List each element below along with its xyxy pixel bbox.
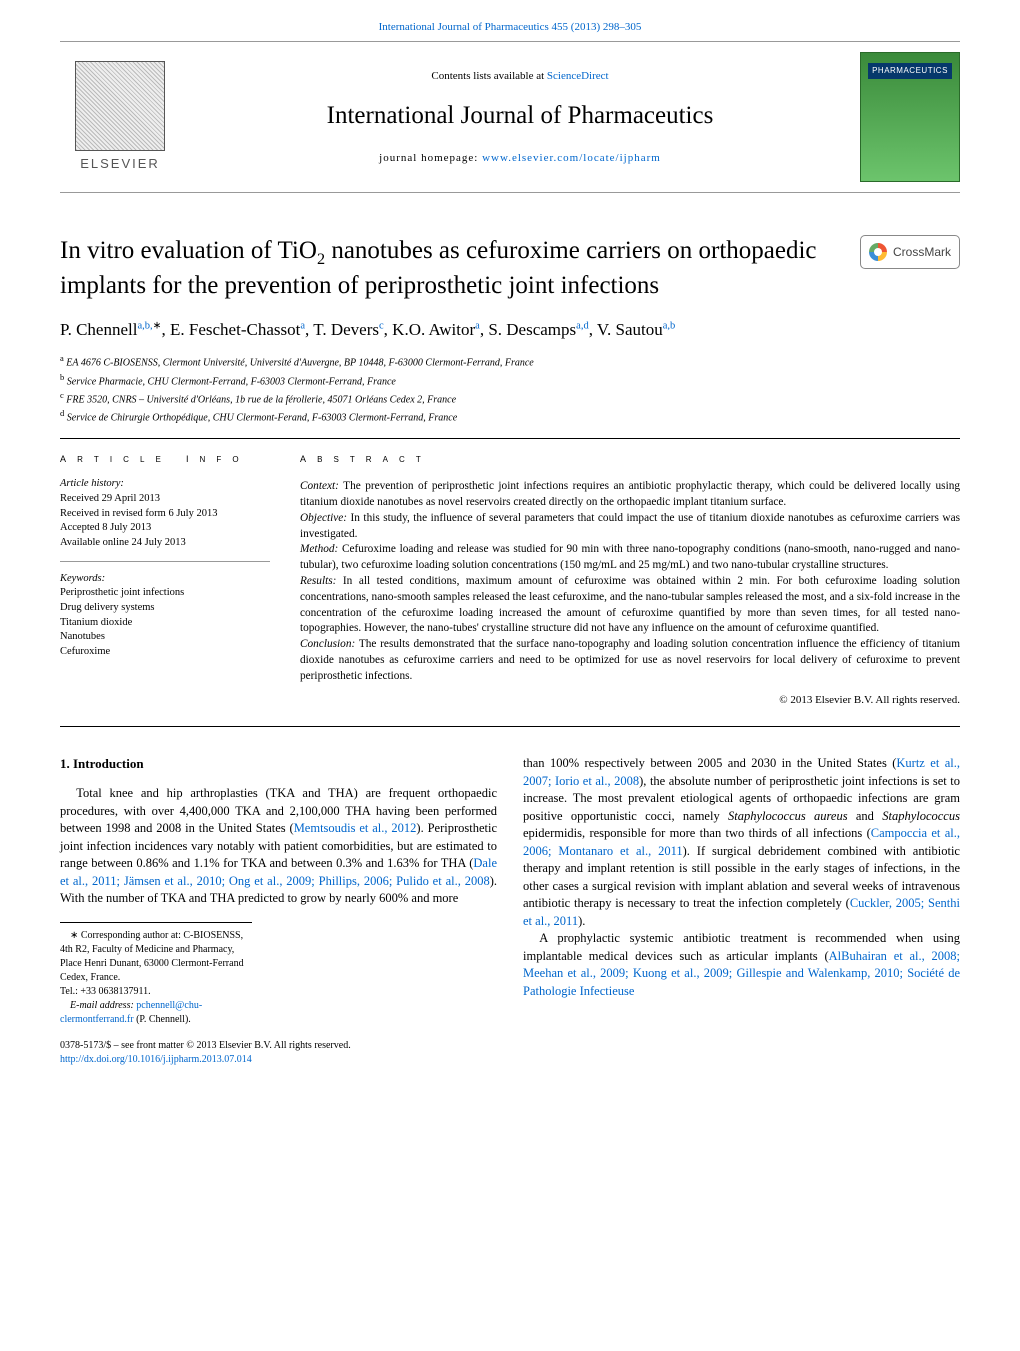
title-row: In vitro evaluation of TiO2 nanotubes as…	[60, 235, 960, 301]
title-sub: 2	[317, 250, 325, 268]
species-name: Staphylococcus aureus	[728, 809, 848, 823]
keyword: Cefuroxime	[60, 645, 270, 660]
intro-heading: 1. Introduction	[60, 755, 497, 773]
journal-ref-link[interactable]: International Journal of Pharmaceutics 4…	[379, 21, 642, 33]
keyword: Periprosthetic joint infections	[60, 586, 270, 601]
affiliation: d Service de Chirurgie Orthopédique, CHU…	[60, 407, 960, 425]
body-paragraph: Total knee and hip arthroplasties (TKA a…	[60, 785, 497, 908]
email-post: (P. Chennell).	[134, 1014, 191, 1025]
sciencedirect-link[interactable]: ScienceDirect	[547, 70, 609, 82]
abstract-section: Objective: In this study, the influence …	[300, 511, 960, 543]
corresponding-author: ∗ Corresponding author at: C-BIOSENSS, 4…	[60, 929, 252, 985]
abstract-section: Results: In all tested conditions, maxim…	[300, 574, 960, 637]
bottom-meta: 0378-5173/$ – see front matter © 2013 El…	[60, 1039, 497, 1067]
species-name: Staphylococcus	[882, 809, 960, 823]
body-text-span: epidermidis, responsible for more than t…	[523, 826, 871, 840]
abstract-section: Conclusion: The results demonstrated tha…	[300, 637, 960, 684]
body-text: 1. Introduction Total knee and hip arthr…	[60, 755, 960, 1067]
body-text-span: ).	[578, 914, 585, 928]
issn-line: 0378-5173/$ – see front matter © 2013 El…	[60, 1039, 497, 1053]
body-paragraph: A prophylactic systemic antibiotic treat…	[523, 930, 960, 1000]
homepage-label: journal homepage:	[379, 152, 482, 164]
divider	[60, 438, 960, 439]
crossmark-icon	[869, 243, 887, 261]
masthead-center: Contents lists available at ScienceDirec…	[180, 69, 860, 167]
publisher-name: ELSEVIER	[80, 155, 160, 173]
author-list: P. Chennella,b,∗, E. Feschet-Chassota, T…	[60, 317, 960, 343]
crossmark-label: CrossMark	[893, 244, 951, 261]
abstract-col: a b s t r a c t Context: The prevention …	[300, 449, 960, 708]
body-text-span: than 100% respectively between 2005 and …	[523, 756, 896, 770]
history-label: Article history:	[60, 477, 270, 492]
journal-cover-icon: PHARMACEUTICS	[860, 52, 960, 182]
masthead: ELSEVIER Contents lists available at Sci…	[60, 41, 960, 193]
divider	[60, 726, 960, 727]
contents-label: Contents lists available at	[431, 70, 546, 82]
keywords-label: Keywords:	[60, 572, 270, 587]
abstract-copyright: © 2013 Elsevier B.V. All rights reserved…	[300, 693, 960, 708]
footnotes: ∗ Corresponding author at: C-BIOSENSS, 4…	[60, 922, 252, 1027]
history-line: Accepted 8 July 2013	[60, 521, 270, 536]
citation-link[interactable]: Memtsoudis et al., 2012	[294, 821, 417, 835]
body-paragraph: than 100% respectively between 2005 and …	[523, 755, 960, 930]
affiliation-list: a EA 4676 C-BIOSENSS, Clermont Universit…	[60, 352, 960, 425]
article-info-heading: a r t i c l e i n f o	[60, 449, 270, 467]
crossmark-badge[interactable]: CrossMark	[860, 235, 960, 269]
keyword: Titanium dioxide	[60, 616, 270, 631]
publisher-logo-block: ELSEVIER	[60, 61, 180, 173]
title-pre: In vitro evaluation of TiO	[60, 237, 317, 264]
article-info-col: a r t i c l e i n f o Article history: R…	[60, 449, 270, 708]
history-line: Available online 24 July 2013	[60, 536, 270, 551]
body-text-span: and	[848, 809, 883, 823]
corresponding-tel: Tel.: +33 0638137911.	[60, 985, 252, 999]
journal-ref: International Journal of Pharmaceutics 4…	[60, 20, 960, 35]
doi-link[interactable]: http://dx.doi.org/10.1016/j.ijpharm.2013…	[60, 1054, 252, 1065]
affiliation: b Service Pharmacie, CHU Clermont-Ferran…	[60, 371, 960, 389]
elsevier-tree-icon	[75, 61, 165, 151]
email-label: E-mail address:	[70, 1000, 136, 1011]
journal-title: International Journal of Pharmaceutics	[180, 98, 860, 133]
abstract-section: Method: Cefuroxime loading and release w…	[300, 542, 960, 574]
keyword: Drug delivery systems	[60, 601, 270, 616]
abstract-section: Context: The prevention of periprostheti…	[300, 479, 960, 511]
abstract-heading: a b s t r a c t	[300, 449, 960, 467]
contents-line: Contents lists available at ScienceDirec…	[180, 69, 860, 84]
info-abstract-row: a r t i c l e i n f o Article history: R…	[60, 449, 960, 708]
article-history: Article history: Received 29 April 2013R…	[60, 477, 270, 561]
keyword: Nanotubes	[60, 630, 270, 645]
history-line: Received in revised form 6 July 2013	[60, 507, 270, 522]
email-line: E-mail address: pchennell@chu-clermontfe…	[60, 999, 252, 1027]
history-line: Received 29 April 2013	[60, 492, 270, 507]
affiliation: c FRE 3520, CNRS – Université d'Orléans,…	[60, 389, 960, 407]
article-title: In vitro evaluation of TiO2 nanotubes as…	[60, 235, 820, 301]
affiliation: a EA 4676 C-BIOSENSS, Clermont Universit…	[60, 352, 960, 370]
homepage-line: journal homepage: www.elsevier.com/locat…	[180, 151, 860, 166]
journal-cover-label: PHARMACEUTICS	[868, 63, 952, 78]
homepage-link[interactable]: www.elsevier.com/locate/ijpharm	[482, 152, 661, 164]
keyword-list: Periprosthetic joint infectionsDrug deli…	[60, 586, 270, 659]
